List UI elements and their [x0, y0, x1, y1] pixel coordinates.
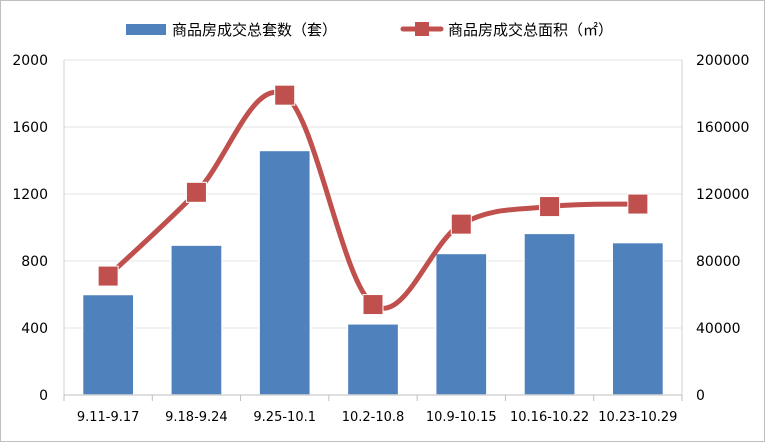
axes: 0 400 800 1200 1600 2000 0 40000 80000 120000 1600… — [12, 53, 749, 425]
y-left-tick-label: 1200 — [12, 187, 48, 203]
x-tick-label: 10.16-10.22 — [510, 410, 589, 425]
x-tick-label: 9.11-9.17 — [77, 410, 140, 425]
y-left-tick-label: 800 — [21, 254, 48, 270]
y-right-tick-label: 80000 — [696, 254, 741, 270]
legend-label-line: 商品房成交总面积（㎡） — [448, 21, 613, 39]
bar — [523, 232, 576, 396]
bar — [81, 293, 135, 396]
line-series — [97, 84, 649, 316]
line-marker — [185, 181, 207, 203]
y-right-tick-label: 120000 — [696, 187, 749, 203]
x-tick-label: 9.18-9.24 — [165, 410, 228, 425]
bar — [434, 252, 488, 396]
legend: 商品房成交总套数（套） 商品房成交总面积（㎡） — [126, 21, 613, 39]
line-marker — [539, 196, 561, 218]
y-left-tick-label: 1600 — [12, 120, 48, 136]
y-left-tick-label: 0 — [39, 388, 48, 404]
line-marker — [362, 294, 384, 316]
line-marker — [450, 213, 472, 235]
bar-series — [81, 149, 665, 396]
bar — [170, 244, 223, 396]
line-marker — [274, 84, 296, 106]
line-marker — [627, 193, 649, 215]
bar — [611, 241, 665, 396]
legend-label-bar: 商品房成交总套数（套） — [172, 21, 337, 39]
y-left-tick-label: 400 — [21, 321, 48, 337]
y-left-tick-label: 2000 — [12, 53, 48, 69]
bar — [258, 149, 312, 396]
x-tick-label: 9.25-10.1 — [253, 410, 316, 425]
y-right-tick-label: 0 — [696, 388, 705, 404]
legend-swatch-bar — [126, 24, 166, 35]
x-tick-label: 10.23-10.29 — [598, 410, 677, 425]
line-marker — [97, 265, 119, 287]
legend-swatch-marker — [415, 22, 429, 36]
y-right-tick-label: 160000 — [696, 120, 749, 136]
y-right-tick-label: 200000 — [696, 53, 749, 69]
x-tick-label: 10.9-10.15 — [426, 410, 497, 425]
bar — [346, 323, 400, 396]
x-tick-label: 10.2-10.8 — [342, 410, 405, 425]
y-right-tick-label: 40000 — [696, 321, 741, 337]
gridlines — [64, 59, 682, 329]
